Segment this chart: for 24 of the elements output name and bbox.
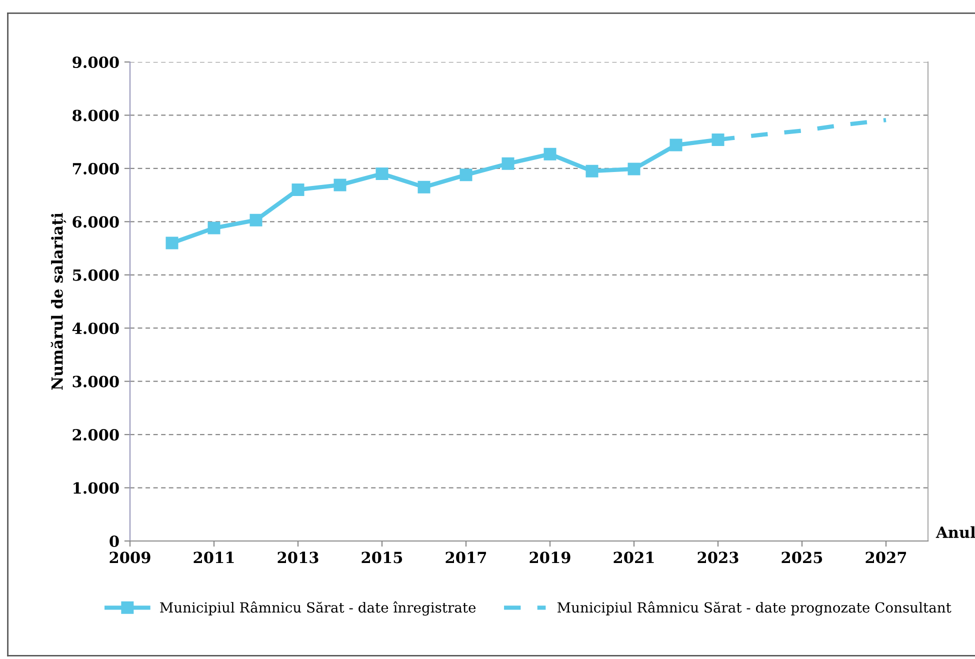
- x-tick-label: 2027: [866, 552, 906, 564]
- y-tick-label: 9.000: [72, 56, 119, 68]
- legend-label: Municipiul Râmnicu Sărat - date înregistrate: [160, 601, 476, 616]
- y-tick-label: 8.000: [72, 110, 119, 122]
- x-tick-label: 2013: [278, 552, 318, 564]
- legend-label: Municipiul Râmnicu Sărat - date prognozate Consultant: [557, 601, 952, 616]
- y-tick-label: 3.000: [72, 376, 119, 388]
- x-tick-label: 2019: [530, 552, 570, 564]
- x-tick-label: 2009: [110, 552, 150, 564]
- y-tick-label: 4.000: [72, 322, 119, 334]
- y-tick-label: 6.000: [72, 216, 119, 228]
- x-axis-title: Anul: [936, 526, 975, 538]
- y-tick-label: 0: [110, 535, 119, 548]
- y-tick-label: 2.000: [72, 429, 119, 441]
- y-tick-label: 7.000: [72, 162, 119, 174]
- y-tick-label: 1.000: [74, 482, 119, 494]
- y-axis-title: Numărul de salariați: [50, 212, 66, 390]
- x-tick-label: 2011: [194, 552, 234, 564]
- x-tick-label: 2021: [614, 552, 654, 564]
- x-tick-label: 2025: [782, 552, 822, 564]
- x-tick-label: 2023: [698, 552, 738, 564]
- y-tick-label: 5.000: [73, 269, 119, 281]
- x-tick-label: 2017: [446, 552, 486, 564]
- x-tick-label: 2015: [362, 552, 402, 564]
